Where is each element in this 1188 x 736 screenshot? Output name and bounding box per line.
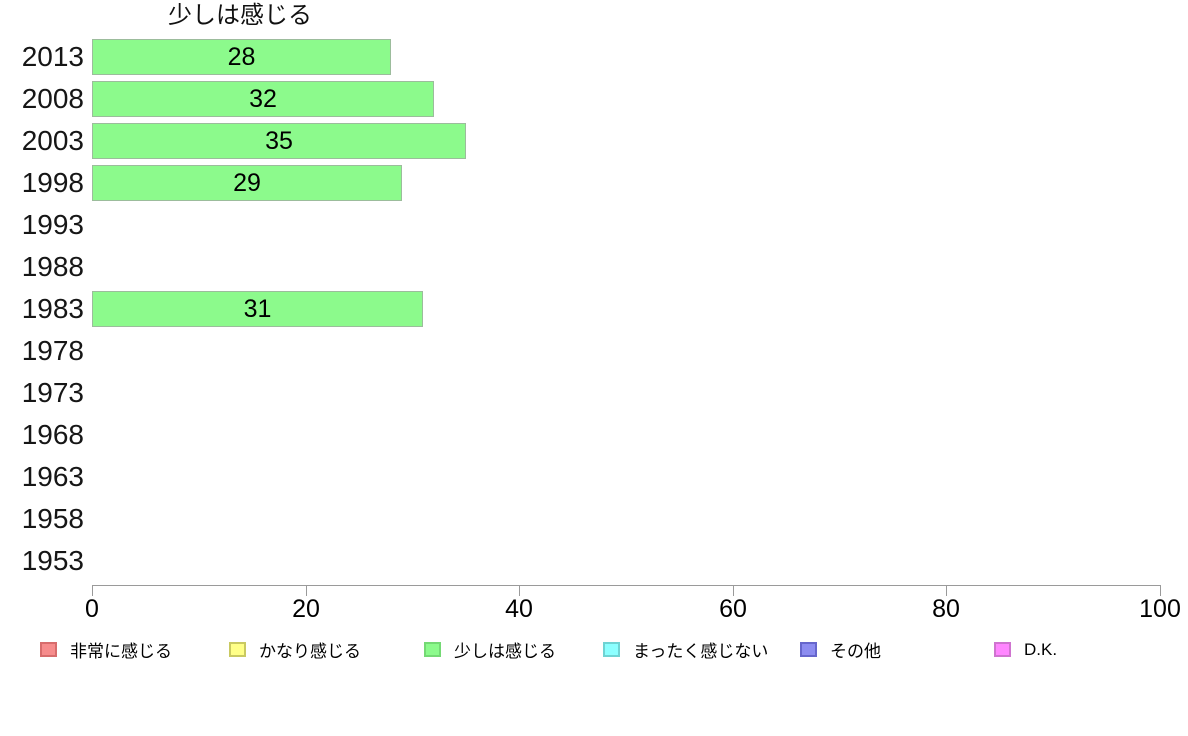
x-axis-tick bbox=[1160, 585, 1161, 596]
legend-item: 非常に感じる bbox=[40, 640, 172, 661]
y-axis-label: 1968 bbox=[21, 419, 84, 450]
legend-label: かなり感じる bbox=[259, 642, 361, 661]
legend-swatch bbox=[994, 642, 1011, 657]
legend-label: まったく感じない bbox=[633, 642, 769, 661]
x-axis-tick-label: 20 bbox=[292, 595, 320, 623]
y-axis-label: 1963 bbox=[21, 461, 84, 492]
bar-value-label: 29 bbox=[233, 168, 261, 197]
y-axis-label: 1998 bbox=[21, 167, 84, 198]
legend-item: その他 bbox=[800, 640, 881, 661]
x-axis-tick-label: 80 bbox=[932, 595, 960, 623]
legend-swatch bbox=[603, 642, 620, 657]
x-axis-tick-label: 60 bbox=[719, 595, 747, 623]
y-axis-label: 1988 bbox=[21, 251, 84, 282]
bar: 35 bbox=[92, 123, 466, 159]
legend-item: D.K. bbox=[994, 640, 1057, 659]
legend-swatch bbox=[229, 642, 246, 657]
chart-title: 少しは感じる bbox=[168, 2, 312, 29]
y-axis-label: 2013 bbox=[21, 41, 84, 72]
legend-label: その他 bbox=[830, 642, 881, 661]
x-axis-tick bbox=[92, 585, 93, 596]
x-axis-tick-label: 0 bbox=[85, 595, 99, 623]
bar: 29 bbox=[92, 165, 402, 201]
legend-label: D.K. bbox=[1024, 639, 1058, 659]
bar: 28 bbox=[92, 39, 391, 75]
y-axis-label: 2008 bbox=[21, 83, 84, 114]
legend-label: 非常に感じる bbox=[70, 642, 172, 661]
x-axis-tick-label: 100 bbox=[1139, 595, 1181, 623]
x-axis-tick bbox=[733, 585, 734, 596]
bar-value-label: 32 bbox=[249, 84, 277, 113]
x-axis-tick bbox=[946, 585, 947, 596]
y-axis-label: 1983 bbox=[21, 293, 84, 324]
bar-value-label: 35 bbox=[265, 126, 293, 155]
y-axis-label: 1958 bbox=[21, 503, 84, 534]
x-axis-line bbox=[92, 585, 1161, 586]
y-axis-label: 1973 bbox=[21, 377, 84, 408]
y-axis-label: 2003 bbox=[21, 125, 84, 156]
bar-value-label: 31 bbox=[243, 294, 272, 323]
y-axis-label: 1953 bbox=[21, 545, 84, 576]
y-axis-label: 1993 bbox=[21, 209, 84, 240]
legend-item: まったく感じない bbox=[603, 640, 769, 661]
x-axis-tick bbox=[519, 585, 520, 596]
legend-swatch bbox=[40, 642, 57, 657]
x-axis-tick-label: 40 bbox=[505, 595, 533, 623]
legend-item: かなり感じる bbox=[229, 640, 361, 661]
bar: 31 bbox=[92, 291, 423, 327]
y-axis-label: 1978 bbox=[21, 335, 84, 366]
legend-label: 少しは感じる bbox=[454, 642, 556, 661]
legend-item: 少しは感じる bbox=[424, 640, 556, 661]
bar: 32 bbox=[92, 81, 434, 117]
legend-swatch bbox=[424, 642, 441, 657]
x-axis-tick bbox=[306, 585, 307, 596]
legend-swatch bbox=[800, 642, 817, 657]
bar-value-label: 28 bbox=[227, 42, 256, 71]
